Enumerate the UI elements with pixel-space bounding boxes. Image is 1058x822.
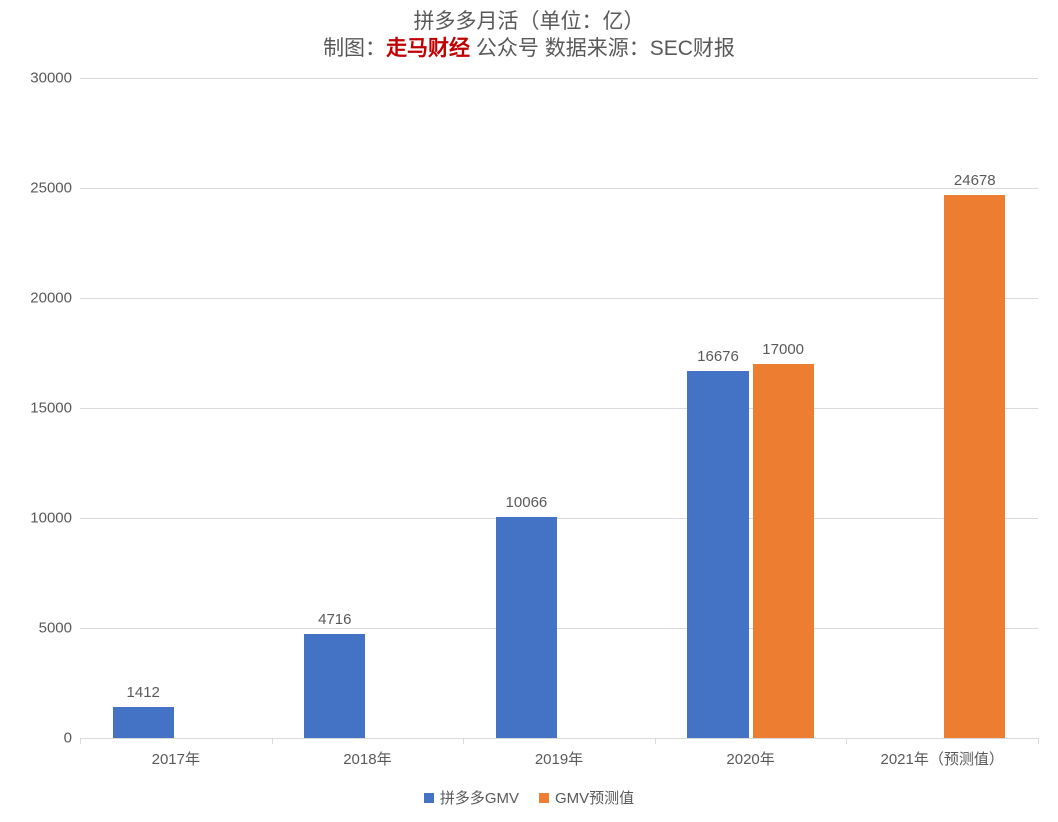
y-axis-label: 0: [64, 730, 72, 747]
chart-container: 拼多多月活（单位：亿） 制图：走马财经 公众号 数据来源：SEC财报 05000…: [0, 0, 1058, 822]
bar-value-label: 16676: [697, 348, 739, 365]
x-axis-label: 2020年: [726, 748, 774, 769]
bar-value-label: 1412: [127, 684, 160, 701]
bar-value-label: 10066: [506, 494, 548, 511]
y-axis-label: 10000: [30, 510, 72, 527]
gridline: [80, 628, 1038, 629]
bar-value-label: 17000: [762, 341, 804, 358]
gridline: [80, 738, 1038, 739]
x-axis-label: 2021年（预测值）: [881, 748, 1004, 769]
y-axis-label: 5000: [39, 620, 72, 637]
title-prefix: 制图：: [323, 37, 386, 60]
x-tick: [80, 738, 81, 744]
chart-title-line1: 拼多多月活（单位：亿）: [0, 8, 1058, 35]
y-axis-label: 30000: [30, 70, 72, 87]
y-axis-label: 15000: [30, 400, 72, 417]
gridline: [80, 408, 1038, 409]
x-tick: [1038, 738, 1039, 744]
legend-label: GMV预测值: [555, 787, 634, 808]
legend: 拼多多GMV GMV预测值: [0, 787, 1058, 808]
bar: 16676: [687, 371, 748, 738]
legend-item: GMV预测值: [539, 787, 634, 808]
gridline: [80, 518, 1038, 519]
y-axis-label: 25000: [30, 180, 72, 197]
legend-swatch: [539, 793, 549, 803]
x-tick: [655, 738, 656, 744]
x-axis-label: 2018年: [343, 748, 391, 769]
x-tick: [846, 738, 847, 744]
bar: 17000: [753, 364, 814, 738]
gridline: [80, 78, 1038, 79]
bar: 1412: [113, 707, 174, 738]
y-axis-label: 20000: [30, 290, 72, 307]
plot-area: 0500010000150002000025000300002017年2018年…: [80, 78, 1038, 739]
legend-item: 拼多多GMV: [424, 787, 519, 808]
gridline: [80, 188, 1038, 189]
legend-swatch: [424, 793, 434, 803]
x-tick: [272, 738, 273, 744]
bar: 24678: [944, 195, 1005, 738]
chart-title-line2: 制图：走马财经 公众号 数据来源：SEC财报: [0, 35, 1058, 62]
x-tick: [463, 738, 464, 744]
bar: 10066: [496, 517, 557, 738]
bar-value-label: 4716: [318, 611, 351, 628]
bar-value-label: 24678: [954, 172, 996, 189]
legend-label: 拼多多GMV: [440, 787, 519, 808]
bar: 4716: [304, 634, 365, 738]
x-axis-label: 2017年: [152, 748, 200, 769]
title-highlight: 走马财经: [386, 37, 470, 60]
title-suffix: 公众号 数据来源：SEC财报: [470, 37, 735, 60]
x-axis-label: 2019年: [535, 748, 583, 769]
gridline: [80, 298, 1038, 299]
chart-title: 拼多多月活（单位：亿） 制图：走马财经 公众号 数据来源：SEC财报: [0, 0, 1058, 63]
